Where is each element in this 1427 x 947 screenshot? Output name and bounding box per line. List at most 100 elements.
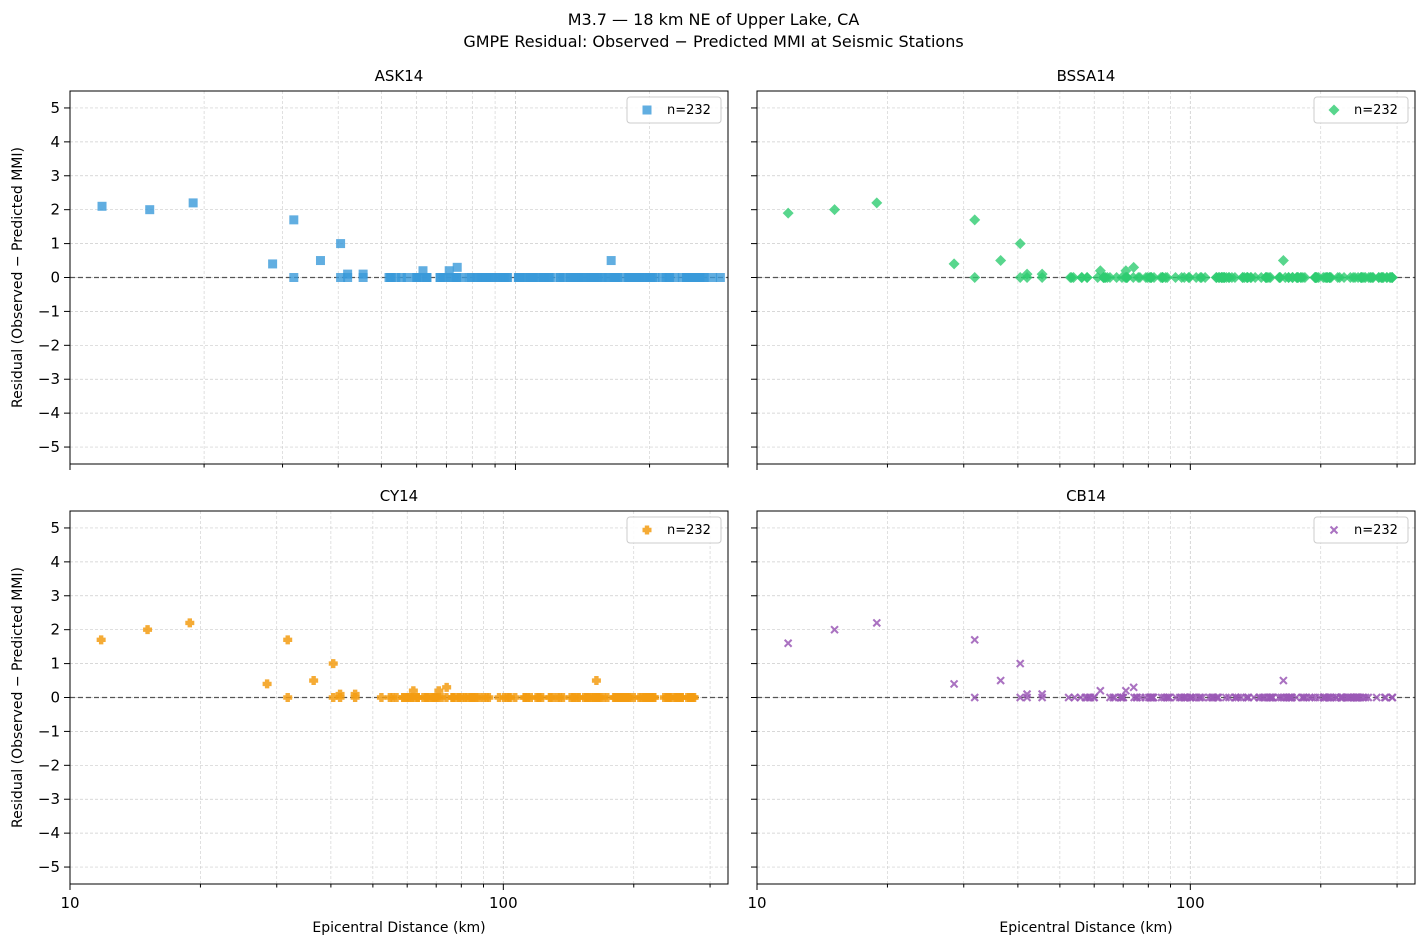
y-tick-label: −2 [38, 756, 60, 774]
data-point [472, 273, 482, 282]
data-point [1132, 693, 1141, 702]
data-point [1066, 272, 1078, 283]
data-point [1326, 693, 1335, 702]
data-point [1094, 265, 1106, 277]
data-point [484, 693, 494, 702]
data-point [1223, 272, 1235, 283]
legend-marker [642, 105, 652, 115]
data-point [1214, 693, 1223, 702]
data-point [336, 273, 346, 282]
data-point [398, 693, 408, 702]
data-point [578, 273, 588, 282]
data-point [429, 693, 439, 702]
data-point [1336, 693, 1346, 702]
data-point [477, 273, 487, 282]
data-point [1014, 238, 1026, 250]
data-point [510, 693, 520, 702]
axes-frame [69, 510, 729, 885]
legend-box [1313, 96, 1409, 124]
data-point [1127, 272, 1139, 283]
data-point [650, 273, 660, 282]
data-point [467, 693, 477, 702]
data-point [185, 618, 195, 628]
data-point [464, 273, 474, 282]
data-point [1311, 272, 1323, 283]
data-point [97, 201, 107, 211]
x-tick-label: 100 [489, 894, 518, 912]
data-point [1361, 693, 1370, 702]
axes-frame [756, 510, 1416, 885]
data-point [385, 693, 395, 702]
data-point [558, 693, 568, 702]
data-point [328, 659, 338, 669]
data-point [479, 693, 489, 702]
panel-cy14: −5 −4 −3 −2 −1 0 1 2 3 4 5 10 100 CY14 Residual (Obser… [10, 487, 729, 936]
y-tick-label: 2 [50, 621, 60, 639]
data-point [1119, 693, 1128, 702]
data-point [670, 273, 680, 282]
data-point [545, 693, 555, 702]
data-point [391, 273, 401, 282]
legend-box [626, 516, 722, 544]
data-point [289, 273, 299, 282]
data-point [1268, 693, 1278, 702]
data-point [283, 635, 293, 645]
data-point [1196, 693, 1205, 702]
data-point [376, 693, 386, 702]
data-point [1064, 693, 1073, 702]
panel-title: CB14 [1066, 487, 1106, 505]
data-point [1332, 272, 1344, 283]
data-point [526, 693, 536, 702]
data-point [623, 273, 633, 282]
data-point [1279, 676, 1288, 685]
data-point [995, 255, 1007, 267]
data-point [586, 693, 596, 702]
data-point [528, 273, 538, 282]
data-point [408, 686, 418, 696]
data-point [872, 618, 881, 628]
data-point [343, 273, 353, 282]
y-tick-label: 1 [50, 235, 60, 253]
data-point [309, 676, 319, 686]
data-point [335, 693, 345, 702]
data-point [1110, 693, 1119, 702]
data-point [1176, 272, 1188, 283]
data-point [452, 262, 462, 272]
y-tick-label: 3 [50, 167, 60, 185]
data-point [1328, 693, 1338, 702]
data-point [446, 273, 456, 282]
data-point [1229, 272, 1241, 283]
data-point [1359, 693, 1368, 702]
data-point [1265, 693, 1275, 702]
axes-frame [756, 90, 1416, 465]
y-tick-label: −1 [38, 302, 60, 320]
data-point [444, 266, 454, 276]
data-point [1283, 272, 1295, 283]
data-point [1121, 686, 1131, 695]
data-point [386, 273, 396, 282]
data-point [948, 258, 960, 270]
legend-label: n=232 [1354, 523, 1398, 538]
data-point [1244, 693, 1253, 702]
data-point [1141, 693, 1150, 702]
data-point [421, 273, 431, 282]
y-tick-label: 3 [50, 587, 60, 605]
data-point [544, 273, 554, 282]
data-point [1117, 693, 1126, 702]
data-point [1367, 272, 1379, 283]
y-tick-label: −3 [38, 790, 60, 808]
data-point [1224, 693, 1234, 702]
data-point [1238, 272, 1250, 283]
panel-cb14: 10 100 CB14 Epicentral Distance (km) n=232 [747, 487, 1416, 936]
data-point [1016, 693, 1025, 702]
data-point [606, 256, 616, 266]
data-point [402, 273, 412, 282]
data-point [396, 273, 406, 282]
x-tick-label: 100 [1176, 894, 1205, 912]
panel-title: ASK14 [375, 67, 424, 85]
panel-ask14: −5 −4 −3 −2 −1 0 1 2 3 4 5 ASK14 Residual (Observed … [10, 67, 729, 470]
data-point [699, 273, 709, 282]
data-point [1356, 272, 1368, 283]
data-point [708, 273, 718, 282]
